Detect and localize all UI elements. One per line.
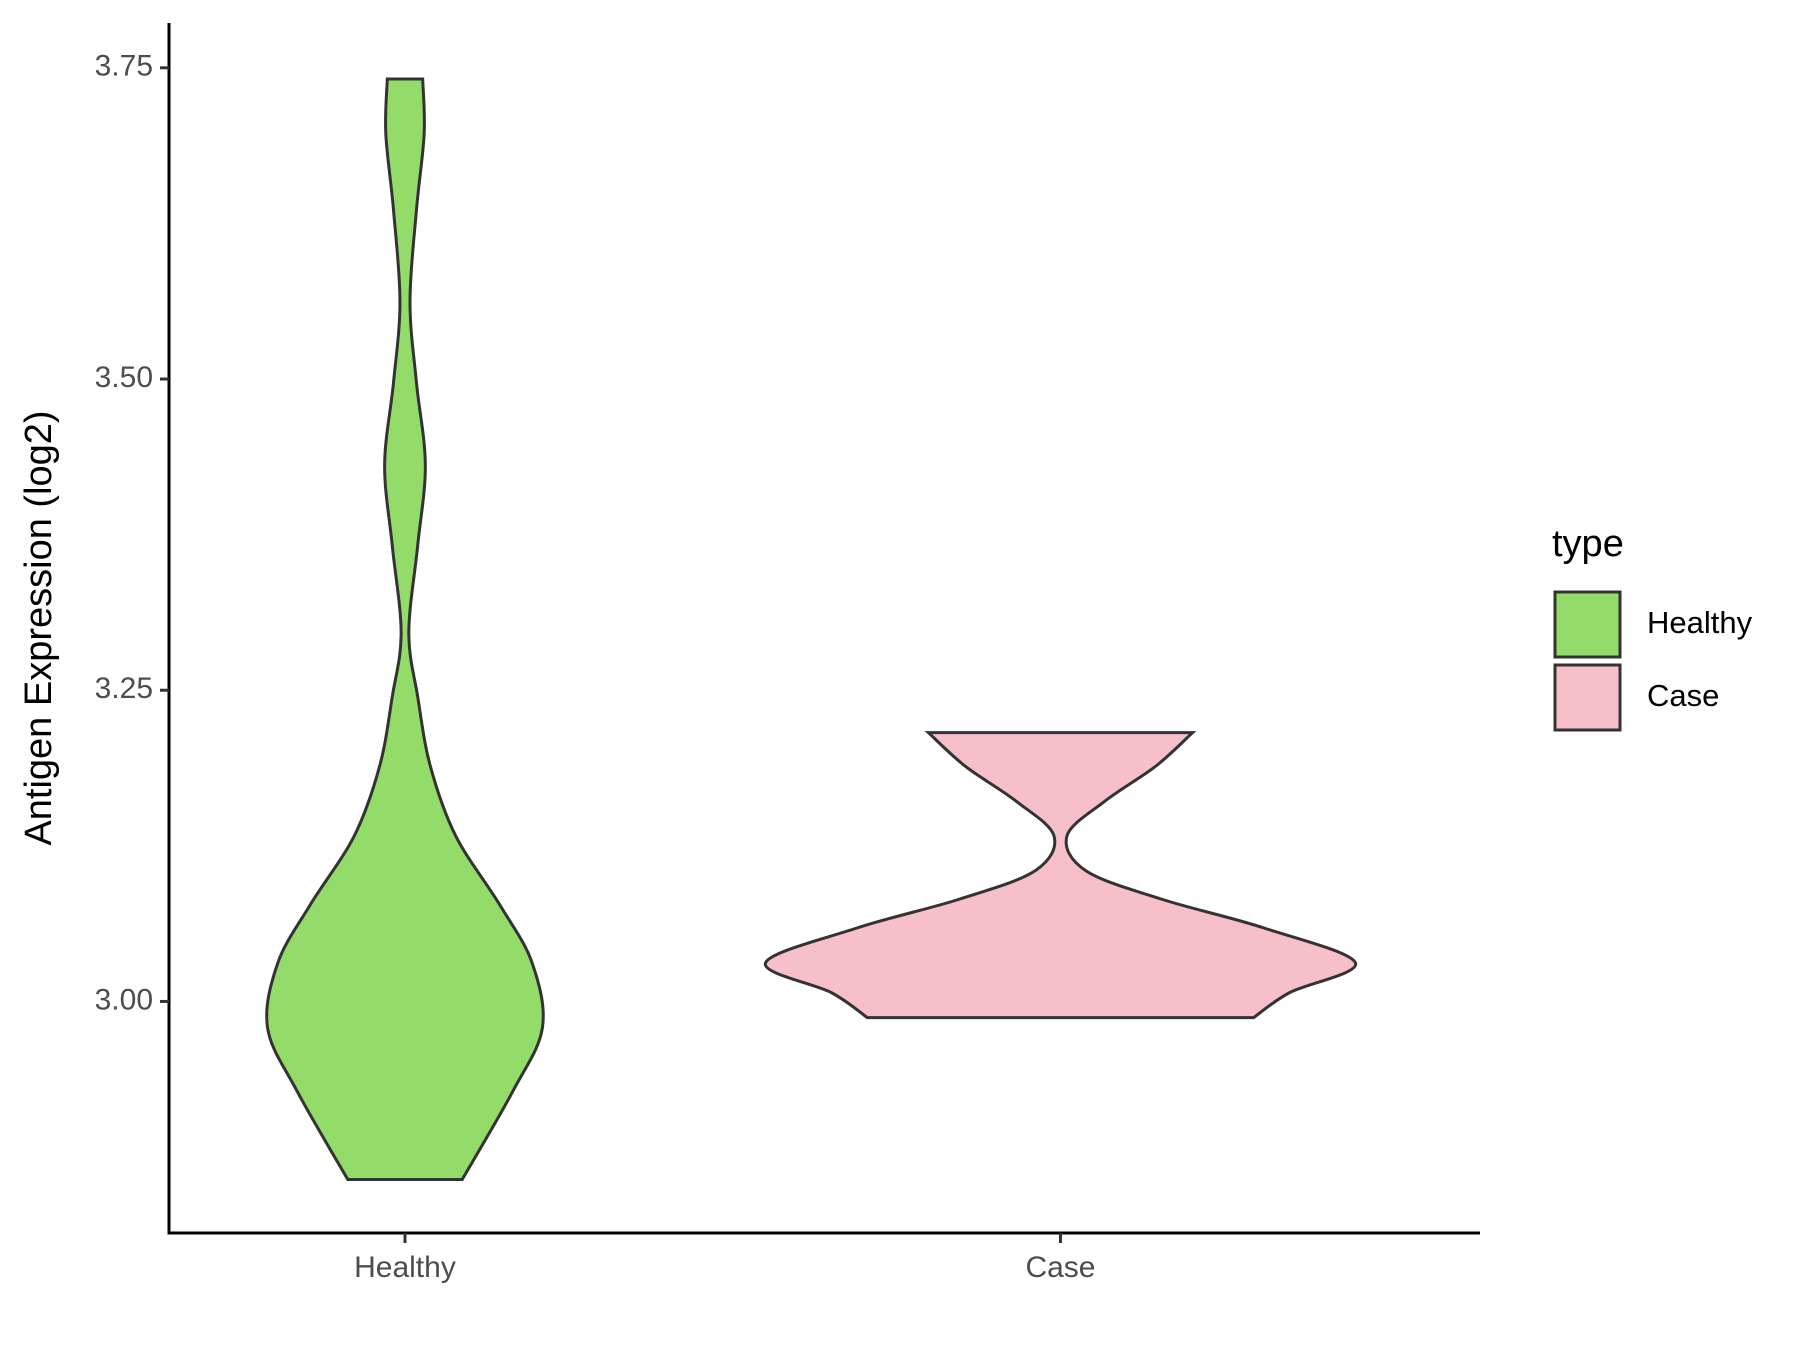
violin — [265, 77, 545, 1181]
x-tick-label: Healthy — [354, 1251, 456, 1284]
legend-title: type — [1552, 523, 1624, 565]
y-tick-label: 3.00 — [95, 983, 153, 1016]
y-tick-label: 3.75 — [95, 50, 153, 83]
violin — [764, 731, 1357, 1020]
legend-label: Healthy — [1647, 605, 1753, 640]
y-tick-label: 3.25 — [95, 672, 153, 705]
legend-key — [1553, 663, 1622, 732]
legend-key — [1553, 590, 1622, 659]
y-axis-label: Antigen Expression (log2) — [18, 410, 60, 845]
legend-label: Case — [1647, 678, 1719, 713]
x-tick-label: Case — [1025, 1251, 1095, 1284]
y-tick-label: 3.50 — [95, 361, 153, 394]
